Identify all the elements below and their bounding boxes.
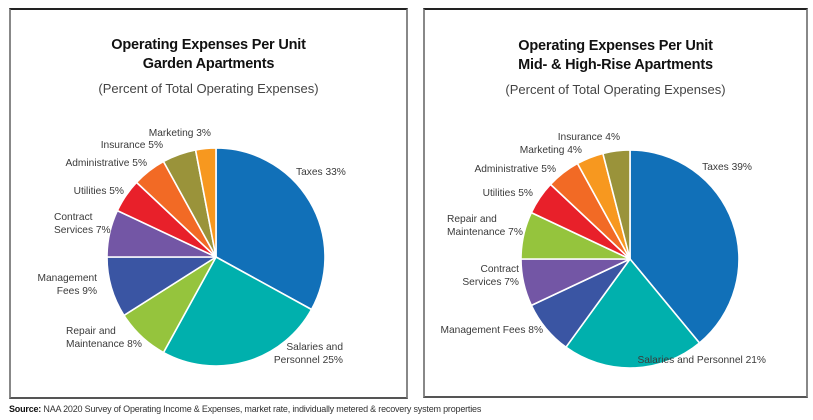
slice-label-salaries-and-personnel: Salaries and Personnel 21% (637, 355, 766, 366)
slice-label-contract-services: Contract Services 7% (462, 264, 519, 288)
slice-label-repair-and-maintenance: Repair and Maintenance 7% (447, 214, 523, 238)
pie-slice-marketing (194, 147, 217, 258)
slice-label-taxes: Taxes 33% (296, 167, 346, 178)
chart-subtitle: (Percent of Total Operating Expenses) (505, 82, 726, 97)
source-prefix: Source: (9, 404, 42, 414)
slice-label-management-fees: Management Fees 9% (38, 273, 98, 297)
slice-label-utilities: Utilities 5% (483, 188, 533, 199)
chart-title-line-1: Operating Expenses Per Unit (111, 37, 306, 53)
chart-title-line-1: Operating Expenses Per Unit (518, 38, 713, 54)
slice-label-marketing: Marketing 4% (520, 145, 582, 156)
chart-title-line-2: Mid- & High-Rise Apartments (518, 57, 713, 73)
slice-label-administrative: Administrative 5% (65, 158, 147, 169)
pie-slice-insurance (602, 149, 631, 260)
pie-slice-taxes (629, 149, 740, 344)
slice-label-insurance: Insurance 4% (558, 132, 620, 143)
chart-subtitle: (Percent of Total Operating Expenses) (98, 81, 319, 96)
slice-label-insurance: Insurance 5% (101, 140, 163, 151)
slice-label-salaries-and-personnel: Salaries and Personnel 25% (274, 342, 343, 366)
source-text: NAA 2020 Survey of Operating Income & Ex… (41, 404, 482, 414)
pie-0: Taxes 33% Salaries and Personnel 25% Repair… (38, 128, 346, 367)
pie-slice-salaries-and-personnel (162, 256, 313, 367)
slice-label-utilities: Utilities 5% (74, 186, 124, 197)
slice-label-management-fees: Management Fees 8% (441, 325, 544, 336)
pie-slice-salaries-and-personnel (565, 258, 701, 369)
slice-label-marketing: Marketing 3% (149, 128, 211, 139)
slice-label-taxes: Taxes 39% (702, 162, 752, 173)
slice-label-contract-services: Contract Services 7% (54, 212, 111, 236)
pie-1: Taxes 39% Salaries and Personnel 21% Manag… (441, 132, 766, 369)
pie-slice-taxes (215, 147, 326, 311)
slice-label-repair-and-maintenance: Repair and Maintenance 8% (66, 326, 142, 350)
slice-label-administrative: Administrative 5% (474, 164, 556, 175)
chart-title: Operating Expenses Per Unit Mid- & High-… (425, 37, 806, 75)
chart-title-line-2: Garden Apartments (142, 56, 275, 72)
chart-title: Operating Expenses Per Unit Garden Apart… (11, 36, 406, 74)
source-note: Source: NAA 2020 Survey of Operating Inc… (9, 404, 481, 414)
